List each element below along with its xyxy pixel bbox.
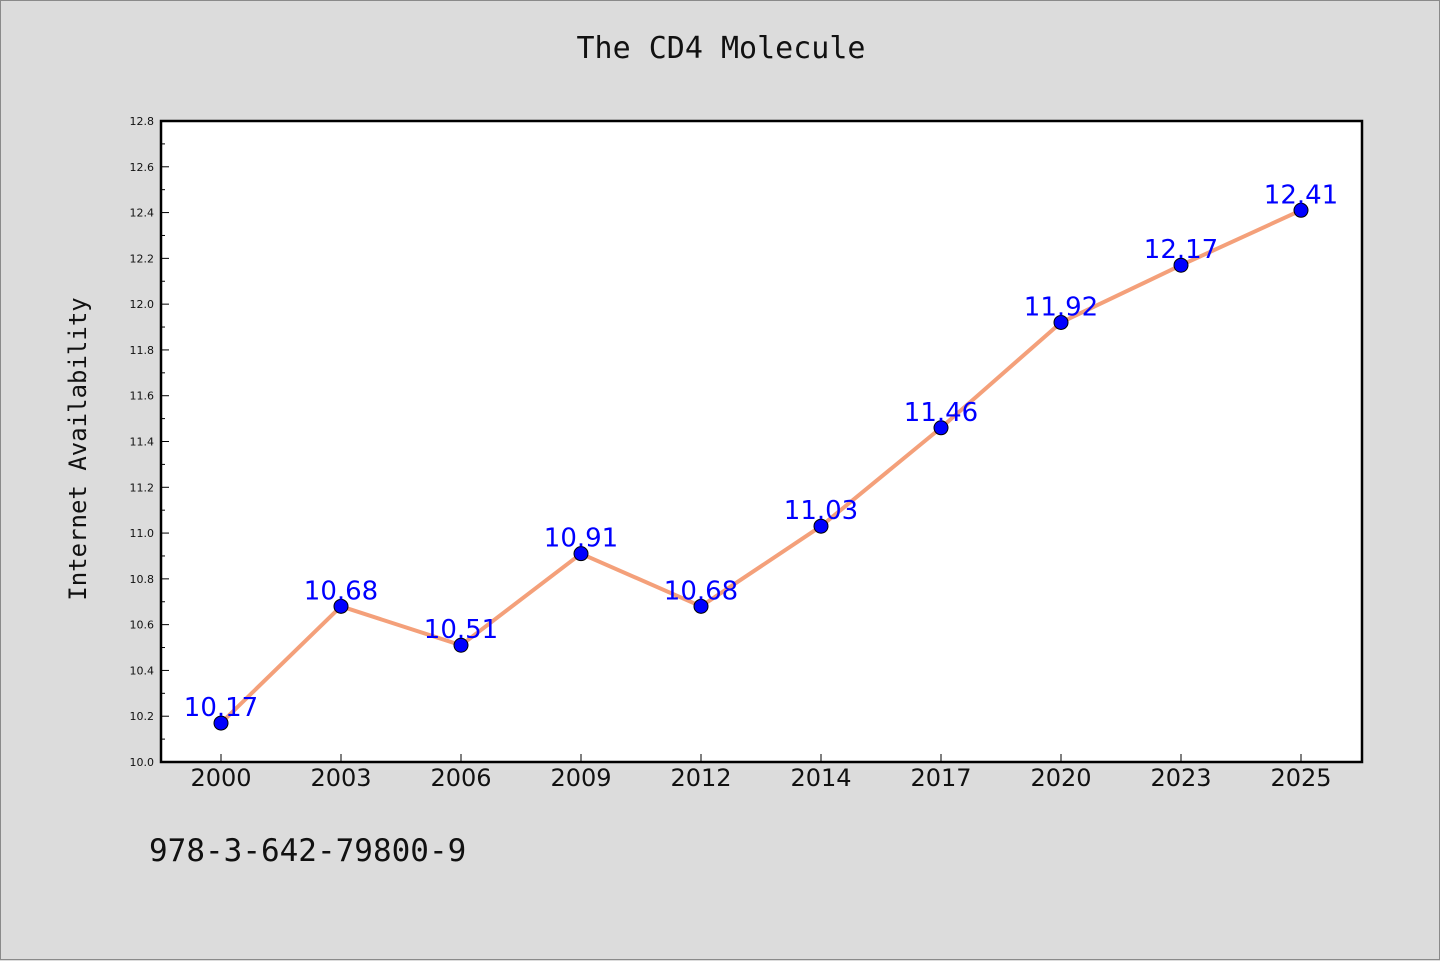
data-label: 12.17 <box>1144 235 1218 265</box>
y-tick-label: 12.6 <box>130 161 155 174</box>
footer-code: 978-3-642-79800-9 <box>149 833 467 869</box>
y-tick-label: 10.6 <box>130 619 155 632</box>
y-axis-ticks: 10.0 10.2 10.4 10.6 10.8 11.0 11.2 11.4 11.6 11.8… <box>130 115 169 769</box>
x-tick-label: 2017 <box>910 764 971 792</box>
data-point <box>573 546 589 562</box>
series-line-group <box>219 208 1302 725</box>
data-label: 10.68 <box>664 576 738 606</box>
y-tick-label: 11.0 <box>130 527 155 540</box>
y-tick-label: 12.8 <box>130 115 155 128</box>
y-tick-label: 12.0 <box>130 298 155 311</box>
x-tick-label: 2003 <box>310 764 371 792</box>
x-tick-label: 2014 <box>790 764 851 792</box>
y-tick-label: 10.4 <box>130 664 155 677</box>
x-tick-label: 2000 <box>190 764 251 792</box>
y-tick-label: 11.6 <box>130 390 155 403</box>
data-point <box>1293 202 1309 218</box>
y-tick-label: 11.8 <box>130 344 155 357</box>
x-tick-label: 2025 <box>1270 764 1331 792</box>
y-tick-label: 12.2 <box>130 252 155 265</box>
plot-area <box>159 119 1364 764</box>
data-label: 12.41 <box>1264 180 1338 210</box>
y-tick-label: 11.4 <box>130 436 155 449</box>
series-line <box>219 208 1302 725</box>
data-label: 11.46 <box>904 398 978 428</box>
data-label: 10.51 <box>424 615 498 645</box>
data-point <box>1173 257 1189 273</box>
data-label: 10.68 <box>304 576 378 606</box>
data-point <box>1053 314 1069 330</box>
x-tick-label: 2023 <box>1150 764 1211 792</box>
data-label: 11.92 <box>1024 292 1098 322</box>
chart-title: The CD4 Molecule <box>576 31 866 66</box>
y-tick-label: 10.8 <box>130 573 155 586</box>
data-point <box>453 637 469 653</box>
y-tick-label: 10.0 <box>130 756 155 769</box>
x-tick-label: 2012 <box>670 764 731 792</box>
x-tick-label: 2006 <box>430 764 491 792</box>
x-tick-label: 2020 <box>1030 764 1091 792</box>
data-label: 11.03 <box>784 496 858 526</box>
data-point <box>813 518 829 534</box>
y-axis-label: Internet Availability <box>64 297 92 600</box>
x-axis-ticks: 2000 2003 2006 2009 2012 2014 2017 2020 2023 2025 <box>190 754 1332 792</box>
data-label: 10.91 <box>544 524 618 554</box>
x-tick-label: 2009 <box>550 764 611 792</box>
data-labels: 10.17 10.68 10.51 10.91 10.68 11.03 11.46 11.92… <box>184 180 1338 723</box>
data-label: 10.17 <box>184 693 258 723</box>
data-markers <box>213 202 1309 731</box>
data-point <box>333 598 349 614</box>
data-point <box>693 598 709 614</box>
y-tick-label: 12.4 <box>130 207 155 220</box>
data-point <box>933 420 949 436</box>
y-tick-label: 10.2 <box>130 710 155 723</box>
y-tick-label: 11.2 <box>130 481 155 494</box>
data-point <box>213 715 229 731</box>
